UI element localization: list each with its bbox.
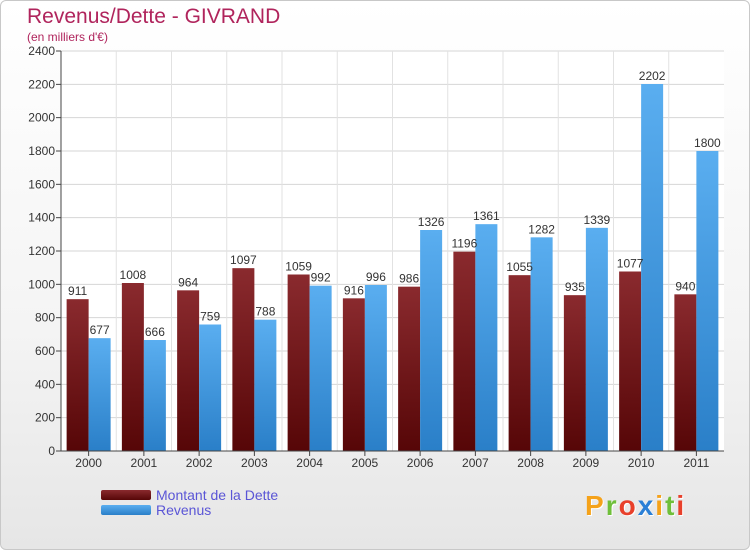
data-label-revenus: 2202 [639,69,666,83]
bar-revenus [475,224,498,451]
data-label-revenus: 992 [311,271,331,285]
bar-revenus [420,230,443,451]
data-label-revenus: 1282 [528,222,555,236]
bar-revenus [530,237,553,451]
bar-revenus [364,285,387,451]
bar-dette [232,268,255,451]
data-label-dette: 916 [344,283,364,297]
y-tick-label: 2000 [28,111,55,125]
bar-revenus [143,340,166,451]
y-tick-label: 800 [35,311,55,325]
chart-subtitle: (en milliers d'€) [27,30,108,44]
bar-revenus [696,151,719,451]
data-label-dette: 940 [675,279,695,293]
bar-revenus [309,285,332,451]
grid-layer [61,50,724,452]
y-tick-label: 1800 [28,144,55,158]
data-label-dette: 986 [399,272,419,286]
data-label-revenus: 996 [366,270,386,284]
legend-label-debt: Montant de la Dette [156,487,279,503]
bar-dette [66,299,89,451]
bars-layer [66,84,719,451]
data-label-dette: 1008 [120,268,147,282]
bar-dette [674,294,697,451]
data-label-revenus: 666 [145,325,165,339]
x-tick-label: 2010 [628,456,655,470]
y-tick-label: 2200 [28,77,55,91]
chart-title: Revenus/Dette - GIVRAND [27,5,281,28]
data-label-revenus: 759 [200,310,220,324]
axis-layer: 0 200 400 600 800 1000 1200 1400 1600 1800 2000 220… [28,44,724,470]
x-tick-label: 2003 [241,456,268,470]
bar-dette [619,271,642,451]
bar-revenus [88,338,111,451]
bar-revenus [585,227,608,451]
bar-revenus [254,319,277,451]
y-tick-label: 1400 [28,211,55,225]
legend-swatch-revenus [101,505,151,515]
legend-swatch-debt [101,490,151,500]
bar-revenus [641,84,664,451]
data-label-revenus: 677 [90,323,110,337]
data-label-dette: 1196 [451,237,477,251]
data-label-revenus: 1326 [418,215,445,229]
proxiti-logo: Proxiti [585,490,687,521]
data-label-revenus: 1339 [584,213,611,227]
x-tick-label: 2002 [186,456,213,470]
data-label-dette: 911 [68,284,87,298]
legend-label-revenus: Revenus [156,502,212,518]
bar-dette [508,275,531,451]
x-tick-label: 2011 [683,456,709,470]
y-tick-label: 1000 [28,277,55,291]
bar-revenus [199,324,222,451]
bar-dette [563,295,586,451]
y-tick-label: 600 [35,344,55,358]
bar-dette [342,298,365,451]
x-tick-label: 2008 [517,456,544,470]
y-tick-label: 2400 [28,44,55,58]
data-label-revenus: 1361 [473,209,500,223]
y-tick-label: 1200 [28,244,55,258]
data-label-dette: 964 [178,275,198,289]
bar-dette [287,274,310,451]
y-tick-label: 400 [35,377,55,391]
data-label-dette: 1059 [285,260,312,274]
data-label-revenus: 788 [255,305,275,319]
data-label-revenus: 1800 [694,136,721,150]
x-tick-label: 2009 [573,456,600,470]
y-tick-label: 0 [48,444,55,458]
x-tick-label: 2000 [75,456,102,470]
bar-dette [121,283,144,451]
bar-dette [398,286,421,451]
x-tick-label: 2006 [407,456,434,470]
x-tick-label: 2004 [296,456,323,470]
bar-dette [177,290,200,451]
data-label-dette: 1055 [506,260,533,274]
data-label-dette: 1097 [230,253,257,267]
bar-dette [453,251,476,451]
data-label-dette: 1077 [617,257,644,271]
data-label-dette: 935 [565,280,585,294]
x-tick-label: 2001 [131,456,158,470]
y-tick-label: 1600 [28,177,55,191]
y-tick-label: 200 [35,411,55,425]
x-tick-label: 2005 [352,456,379,470]
x-tick-label: 2007 [462,456,489,470]
